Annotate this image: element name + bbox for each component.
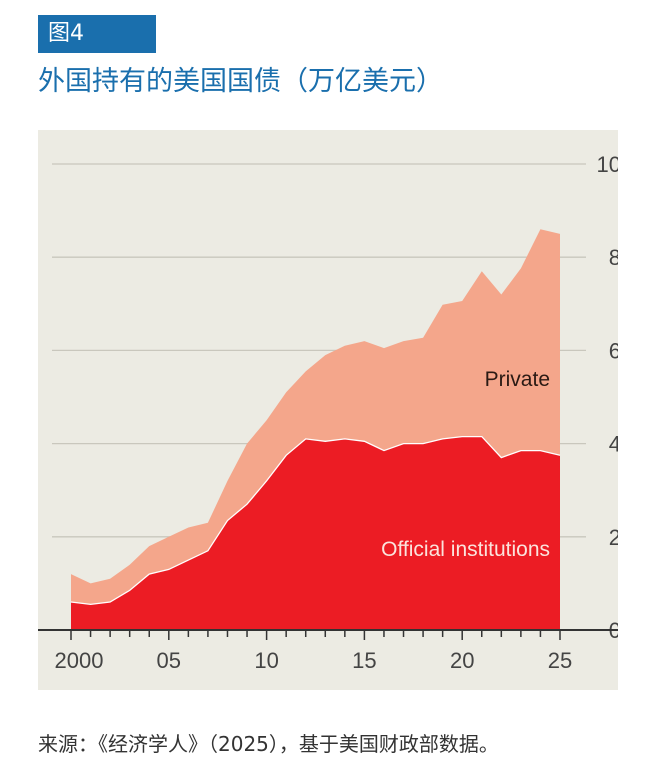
chart-panel: 0 2 4 6 8 10 2000 05 10 15 20 25 Private Official i… — [38, 130, 618, 690]
y-tick-label: 4 — [609, 432, 618, 457]
x-tick-label: 20 — [450, 648, 474, 673]
y-tick-label: 6 — [609, 338, 618, 363]
y-tick-label: 2 — [609, 525, 618, 550]
x-tick-label: 15 — [352, 648, 376, 673]
series-label-private: Private — [485, 368, 550, 391]
y-tick-label: 10 — [597, 152, 618, 177]
x-tick-label: 10 — [254, 648, 278, 673]
chart-title: 外国持有的美国国债（万亿美元） — [38, 66, 443, 97]
x-tick-label: 2000 — [55, 648, 104, 673]
x-tick-label: 25 — [548, 648, 572, 673]
series-label-official: Official institutions — [381, 538, 550, 561]
y-tick-label: 8 — [609, 245, 618, 270]
figure-number-badge: 图4 — [38, 15, 156, 53]
official-boundary-line — [70, 435, 561, 606]
x-tick-label: 05 — [157, 648, 181, 673]
source-note: 来源：《经济学人》（2025），基于美国财政部数据。 — [38, 732, 499, 756]
area-official-institutions — [71, 436, 560, 630]
